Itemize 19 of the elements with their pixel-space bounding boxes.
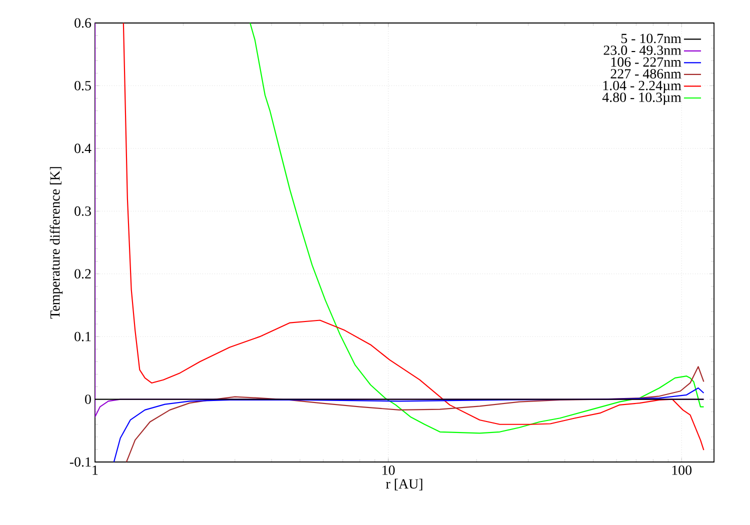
legend-label: 227 - 486nm bbox=[610, 69, 682, 78]
legend-label: 4.80 - 10.3µm bbox=[602, 92, 682, 105]
y-tick-label: 0.6 bbox=[74, 18, 92, 28]
legend-label: 106 - 227nm bbox=[611, 57, 682, 67]
y-tick-label: 0 bbox=[85, 394, 91, 404]
y-tick-label: 0.3 bbox=[74, 206, 91, 216]
legend-label: 23.0 - 49.3nm bbox=[604, 46, 682, 56]
x-tick-label: 100 bbox=[672, 466, 692, 475]
x-tick-label: 1 bbox=[92, 466, 98, 475]
y-tick-label: 0.5 bbox=[74, 80, 91, 90]
legend-label: 5 - 10.7nm bbox=[621, 34, 682, 44]
x-axis-title: r [AU] bbox=[386, 478, 422, 490]
x-tick-label: 10 bbox=[382, 466, 395, 475]
legend-label: 1.04 - 2.24µm bbox=[603, 80, 682, 94]
y-tick-label: -0.1 bbox=[70, 457, 91, 467]
y-tick-label: 0.4 bbox=[74, 144, 92, 154]
y-tick-label: 0.2 bbox=[74, 269, 91, 279]
y-tick-label: 0.1 bbox=[74, 332, 91, 342]
y-axis-title: Temperature difference [K] bbox=[50, 167, 63, 319]
